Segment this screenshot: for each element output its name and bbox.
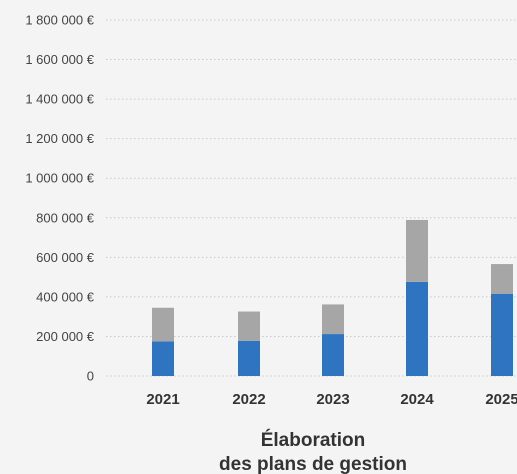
- bar-2021-segment-2: [152, 307, 174, 342]
- x-tick-label-2021: 2021: [146, 391, 179, 408]
- bar-2024-segment-2: [406, 219, 428, 282]
- y-tick-label: 1 200 000 €: [25, 131, 94, 146]
- y-tick-label: 600 000 €: [36, 250, 95, 265]
- bar-2023-segment-1: [322, 334, 344, 376]
- y-tick-label: 1 000 000 €: [25, 171, 94, 186]
- bar-2021-segment-1: [152, 341, 174, 376]
- bars: [152, 219, 513, 376]
- x-tick-label-2023: 2023: [316, 391, 349, 408]
- x-tick-label-2024: 2024: [400, 391, 434, 408]
- chart-title-line-2: des plans de gestion: [219, 454, 407, 474]
- bar-2025-segment-2: [491, 264, 513, 294]
- bar-2022-segment-2: [238, 311, 260, 341]
- y-tick-label: 200 000 €: [36, 329, 95, 344]
- y-axis: 0 200 000 € 400 000 € 600 000 € 800 000 € 1 0…: [25, 13, 94, 384]
- bar-2022-segment-1: [238, 340, 260, 376]
- y-tick-label: 400 000 €: [36, 289, 95, 304]
- x-tick-label-2022: 2022: [232, 391, 265, 408]
- y-tick-label: 1 800 000 €: [25, 13, 94, 28]
- gridlines: [106, 19, 517, 377]
- y-tick-label: 1 400 000 €: [25, 92, 94, 107]
- bar-2023-segment-2: [322, 304, 344, 335]
- x-axis: 2021 2022 2023 2024 2025: [146, 391, 517, 408]
- y-tick-label: 1 600 000 €: [25, 52, 94, 67]
- bar-2024-segment-1: [406, 281, 428, 376]
- x-tick-label-2025: 2025: [485, 391, 517, 408]
- y-tick-label: 0: [87, 369, 94, 384]
- chart-title-line-1: Élaboration: [261, 429, 366, 451]
- y-tick-label: 800 000 €: [36, 210, 95, 225]
- bar-2025-segment-1: [491, 293, 513, 376]
